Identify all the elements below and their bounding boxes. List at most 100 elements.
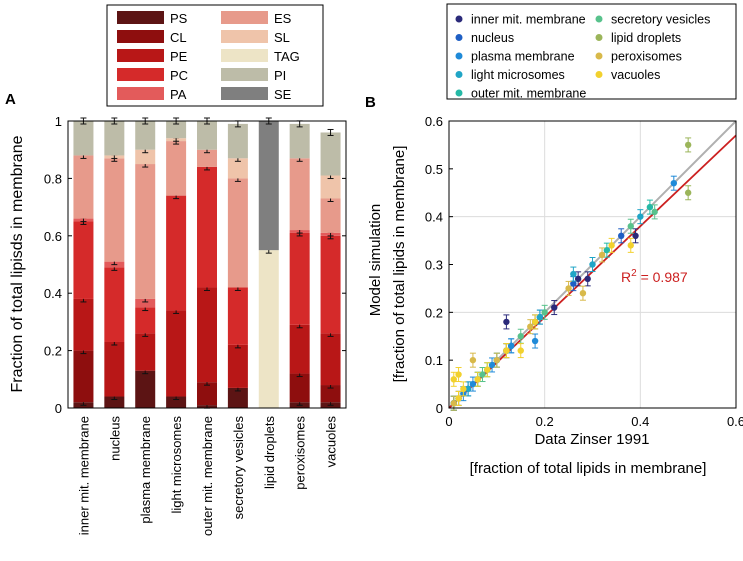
legend-entry: outer mit. membrane [455,87,586,101]
legend-swatch [221,68,268,81]
legend-entry: peroxisomes [595,50,682,64]
x-tick-label: 0.2 [536,414,554,429]
legend-swatch [221,11,268,24]
legend-marker [595,71,603,78]
legend-label: PA [170,87,187,102]
bar-segment [73,298,94,351]
panel-a-label: A [5,91,16,108]
legend-label: inner mit. membrane [471,13,586,27]
category-label: plasma membrane [138,416,153,524]
scatter-point [531,333,539,349]
bar-segment [258,121,279,251]
legend-entry: PE [117,49,188,64]
scatter-point [541,304,548,320]
legend-label: ES [274,11,292,26]
scatter-point [464,381,472,397]
scatter-point [632,228,639,244]
scatter-point [551,300,558,316]
x-axis-a-categories: inner mit. membrane nucleus plasma membran… [76,416,338,536]
bar-segment [289,123,310,159]
legend-label: PC [170,68,188,83]
scatter-point [455,367,462,383]
bar-segment [73,155,94,219]
bar-segment [135,333,156,371]
legend-marker [595,15,603,23]
scatter-point [450,371,457,387]
legend-label: PS [170,11,188,26]
category-label: inner mit. membrane [76,416,91,535]
legend-label: plasma membrane [471,50,575,64]
scatter-point [603,242,611,258]
bar-segments [73,117,341,409]
bar-segment [135,164,156,299]
legend-entry: SE [221,87,292,102]
category-label: lipid droplets [262,416,277,489]
legend-swatch [221,30,268,43]
y-tick-label: 0 [436,401,443,416]
legend-entry: inner mit. membrane [455,13,586,27]
bar-segment [135,121,156,150]
scatter-point [503,343,510,359]
bar-segment [166,310,187,397]
bar-segment [197,149,217,167]
scatter-points [450,137,692,411]
bar-segment [320,132,341,176]
scatter-point [484,362,491,378]
legend-swatch [117,49,164,62]
y-tick-label: 0.4 [425,210,443,225]
bar-segment [197,121,217,150]
y-tick-label: 0.6 [44,229,62,244]
legend-marker [595,34,603,41]
legend-entry: lipid droplets [595,31,681,45]
axes-b: 0 0.2 0.4 0.6 0 0.1 0.2 0.3 0.4 0.5 0.6 [425,114,743,429]
legend-label: secretory vesicles [611,13,710,27]
scatter-point [684,185,692,201]
legend-b-box [446,3,737,100]
bar-segment [135,149,156,165]
legend-swatch [117,87,164,100]
bar-segment [227,344,248,388]
bar-segment [73,221,94,299]
x-tick-label: 0 [445,414,452,429]
bar-segment [227,123,248,159]
category-label: nucleus [107,416,122,461]
error-bar [327,128,334,136]
bar-segment [320,385,341,403]
legend-entry: secretory vesicles [595,13,710,27]
legend-label: PI [274,68,286,83]
bar-segment [197,382,217,406]
scatter-point [565,280,572,296]
legend-entry: PS [117,11,188,26]
legend-label: vacuoles [611,68,660,82]
bar-segment [166,141,187,196]
x-tick-label: 0.4 [631,414,649,429]
scatter-point [584,271,591,287]
category-label: light microsomes [169,416,184,514]
bar-segment [73,350,94,403]
y-tick-label: 0.6 [425,114,443,129]
x-axis-b-label: Data Zinser 1991 [534,431,649,448]
x-tick-label: 0.6 [727,414,743,429]
bar-segment [320,198,341,233]
legend-entry: ES [221,11,292,26]
scatter-point [684,137,692,153]
legend-entry: light microsomes [455,68,565,82]
bar-segment [320,333,341,386]
y-tick-label: 0.2 [425,305,443,320]
scatter-point [455,390,462,406]
y-tick-label: 0.8 [44,171,62,186]
legend-marker [455,34,463,41]
bar-segment [104,158,125,262]
legend-marker [455,89,463,97]
y-tick-label: 0.5 [425,162,443,177]
bar-segment [135,370,156,408]
r-squared-annotation: R2 = 0.987 [621,268,688,285]
bar-segment [320,235,341,334]
legend-marker [455,71,463,78]
legend-entry: PA [117,87,187,102]
scatter-point [531,314,539,330]
scatter-point [507,338,515,354]
y-tick-label: 0.2 [44,344,62,359]
legend-marker [455,15,463,23]
